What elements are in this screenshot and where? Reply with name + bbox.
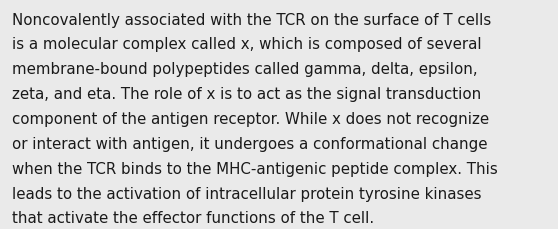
Text: leads to the activation of intracellular protein tyrosine kinases: leads to the activation of intracellular… (12, 186, 482, 201)
Text: component of the antigen receptor. While x does not recognize: component of the antigen receptor. While… (12, 112, 489, 126)
Text: is a molecular complex called x, which is composed of several: is a molecular complex called x, which i… (12, 37, 482, 52)
Text: Noncovalently associated with the TCR on the surface of T cells: Noncovalently associated with the TCR on… (12, 13, 492, 27)
Text: when the TCR binds to the MHC-antigenic peptide complex. This: when the TCR binds to the MHC-antigenic … (12, 161, 498, 176)
Text: zeta, and eta. The role of x is to act as the signal transduction: zeta, and eta. The role of x is to act a… (12, 87, 482, 102)
Text: that activate the effector functions of the T cell.: that activate the effector functions of … (12, 210, 374, 225)
Text: membrane-bound polypeptides called gamma, delta, epsilon,: membrane-bound polypeptides called gamma… (12, 62, 478, 77)
Text: or interact with antigen, it undergoes a conformational change: or interact with antigen, it undergoes a… (12, 136, 488, 151)
